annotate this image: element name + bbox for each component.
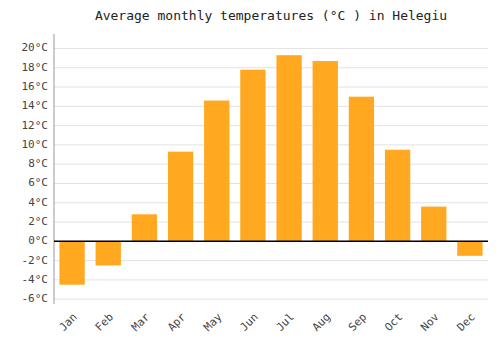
y-tick-label: -6°C <box>22 292 49 305</box>
grid-line <box>54 106 488 107</box>
bar <box>385 150 410 242</box>
grid-line <box>54 241 488 242</box>
bar <box>276 55 301 241</box>
y-tick-label: 8°C <box>28 157 48 170</box>
y-tick-label: 16°C <box>22 80 49 93</box>
y-axis-ticks: -6°C -4°C -2°C 0°C 2°C 4°C 6°C 8°C 10°C 12°C 14°C 1… <box>22 41 49 305</box>
grid-line <box>54 202 488 203</box>
grid-line <box>54 144 488 145</box>
x-tick-label: Apr <box>165 310 189 334</box>
x-tick-label: Aug <box>310 311 333 334</box>
x-tick-label: Mar <box>129 310 153 334</box>
x-axis-ticks: Jan Feb Mar Apr May Jun Jul Aug Sep Oct Nov Dec <box>57 310 478 334</box>
y-axis-line <box>54 34 55 304</box>
y-tick-label: 4°C <box>28 196 48 209</box>
x-tick-label: Sep <box>346 311 369 334</box>
x-tick-label: May <box>201 310 225 334</box>
grid-line <box>54 67 488 68</box>
bar <box>349 97 374 242</box>
y-tick-label: -4°C <box>22 273 49 286</box>
x-tick-label: Nov <box>418 310 442 334</box>
x-tick-label: Jun <box>237 311 260 334</box>
grid-line <box>54 87 488 88</box>
x-tick-label: Jul <box>274 311 297 334</box>
y-tick-label: 0°C <box>28 234 48 247</box>
bar <box>240 70 265 242</box>
zero-line <box>54 241 488 243</box>
bar <box>59 241 84 284</box>
y-tick-label: -2°C <box>22 254 49 267</box>
bar <box>457 241 482 255</box>
bar <box>96 241 121 265</box>
bars <box>59 55 482 285</box>
chart-svg: Average monthly temperatures (°C ) in He… <box>0 0 500 350</box>
x-tick-label: Dec <box>454 311 477 334</box>
grid-line <box>54 125 488 126</box>
grid-line <box>54 48 488 49</box>
y-tick-label: 20°C <box>22 41 49 54</box>
bar <box>421 207 446 242</box>
y-tick-label: 2°C <box>28 215 48 228</box>
bar <box>168 152 193 242</box>
x-tick-label: Jan <box>57 311 80 334</box>
grid-line <box>54 164 488 165</box>
grid <box>54 48 488 299</box>
y-tick-label: 18°C <box>22 61 49 74</box>
grid-line <box>54 183 488 184</box>
bar <box>204 101 229 242</box>
y-tick-label: 12°C <box>22 119 49 132</box>
chart-container: Average monthly temperatures (°C ) in He… <box>0 0 500 350</box>
bar <box>313 61 338 241</box>
bar <box>132 214 157 241</box>
y-tick-label: 14°C <box>22 99 49 112</box>
y-tick-label: 10°C <box>22 138 49 151</box>
grid-line <box>54 279 488 280</box>
y-tick-label: 6°C <box>28 176 48 189</box>
chart-title: Average monthly temperatures (°C ) in He… <box>95 8 447 23</box>
grid-line <box>54 299 488 300</box>
x-tick-label: Oct <box>382 311 405 334</box>
x-tick-label: Feb <box>93 311 116 334</box>
